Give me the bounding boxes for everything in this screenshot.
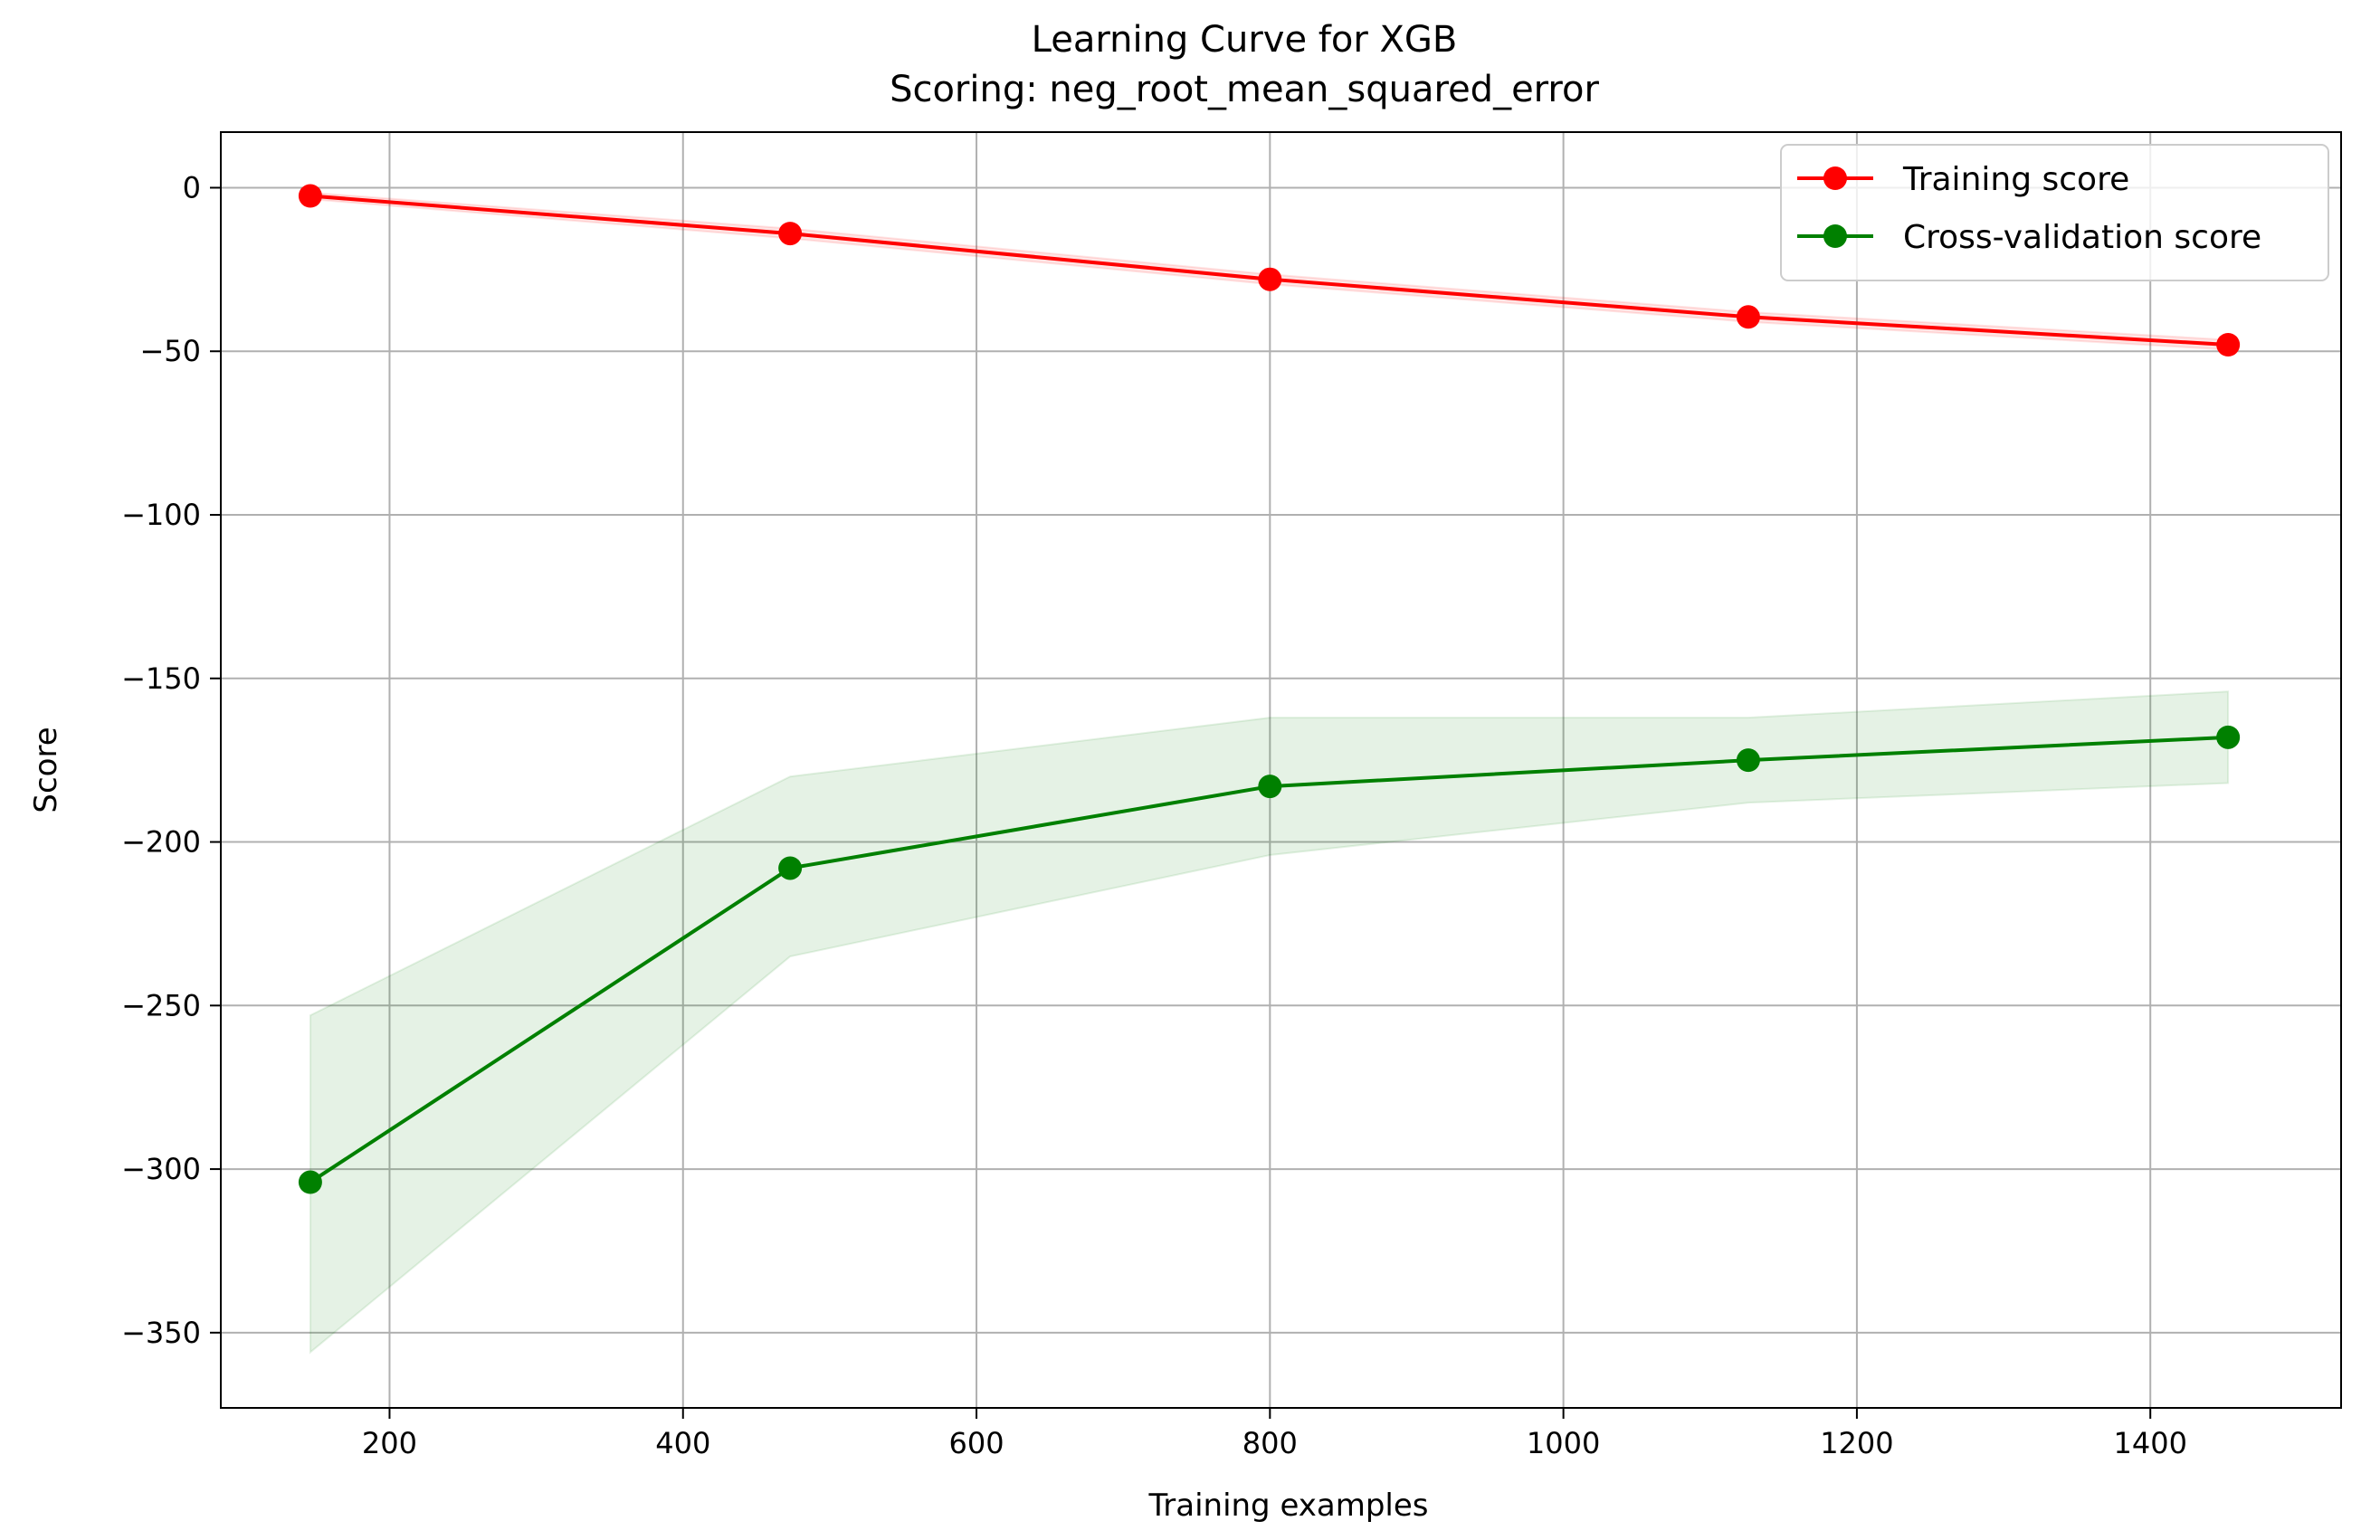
data-point-1 [298,1170,322,1194]
x-tick-label: 1000 [1527,1426,1600,1460]
legend-label-training: Training score [1902,161,2129,198]
data-point-0 [2216,333,2241,356]
legend-marker-training [1823,166,1847,190]
y-tick-label: −100 [121,498,201,532]
plot-frame [220,131,2342,1409]
legend: Training score Cross-validation score [1780,144,2329,281]
y-tick-label: −300 [121,1152,201,1186]
x-tick-label: 600 [949,1426,1004,1460]
x-tick-label: 400 [655,1426,710,1460]
y-tick-label: −250 [121,988,201,1022]
data-point-1 [1258,775,1282,799]
data-point-1 [1736,748,1760,773]
y-tick-label: −200 [121,825,201,860]
chart-subtitle: Scoring: neg_root_mean_squared_error [890,69,1599,110]
y-tick-label: 0 [183,170,201,204]
x-tick-label: 1200 [1820,1426,1893,1460]
y-axis-label: Score [28,727,64,813]
y-tick-label: −350 [121,1316,201,1350]
chart-title: Learning Curve for XGB [1032,19,1458,61]
grid-layer [221,132,2341,1408]
x-tick-label: 200 [362,1426,417,1460]
y-tick-label: −150 [121,661,201,696]
x-tick-label: 1400 [2113,1426,2186,1460]
x-tick-label: 800 [1242,1426,1298,1460]
legend-marker-cv [1823,224,1847,248]
legend-box [1780,144,2329,281]
tick-layer: 200 400 600 800 1000 1200 1400 0 −50 −100 −150 −200… [121,170,2187,1460]
data-point-1 [778,856,803,880]
data-point-1 [2216,725,2241,749]
x-axis-label: Training examples [1147,1488,1428,1524]
data-point-0 [298,184,322,208]
data-point-0 [1258,267,1282,291]
legend-label-cv: Cross-validation score [1903,219,2261,256]
y-tick-label: −50 [139,334,201,368]
data-point-0 [778,222,803,246]
data-point-0 [1736,305,1760,329]
series-layer [298,184,2241,1194]
